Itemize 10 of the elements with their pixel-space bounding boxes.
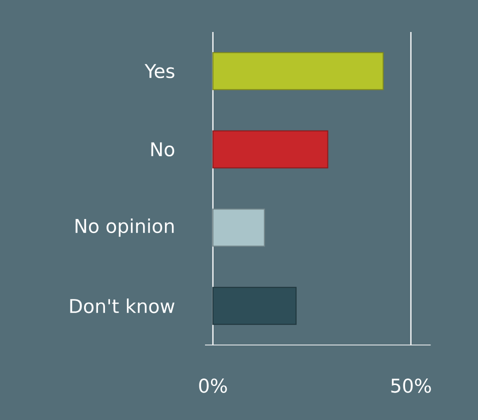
- x-tick-label: 50%: [391, 378, 431, 393]
- y-tick-label: No: [151, 142, 174, 156]
- bar: [212, 52, 384, 90]
- bar: [212, 286, 297, 325]
- y-tick-label: Don't know: [70, 298, 174, 314]
- y-tick-label: Yes: [144, 64, 174, 78]
- x-tick-label: 0%: [199, 378, 227, 393]
- bar: [212, 130, 328, 168]
- y-tick-label: No opinion: [76, 218, 174, 237]
- bar: [212, 208, 265, 247]
